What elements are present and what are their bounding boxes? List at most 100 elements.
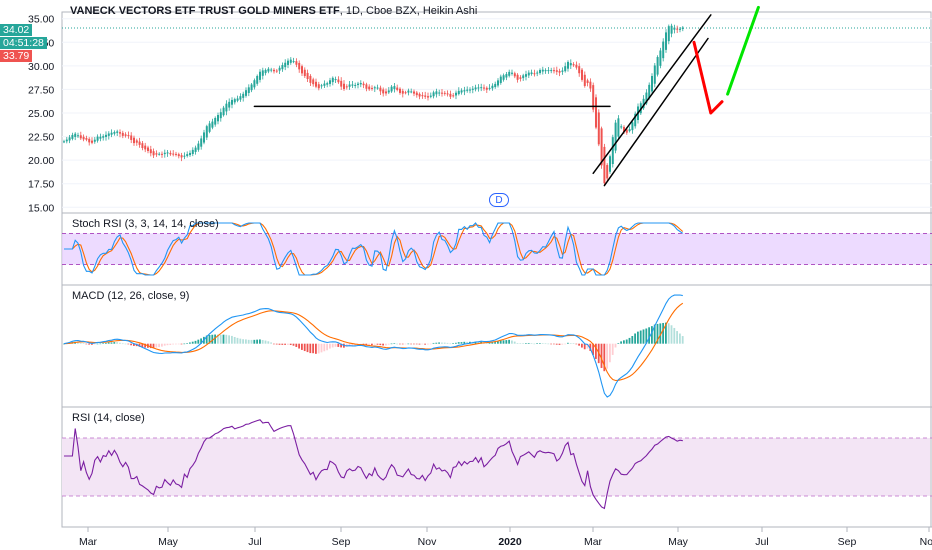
- stoch-d-line: [64, 222, 684, 276]
- macd-bar: [334, 343, 337, 347]
- candle-body: [357, 83, 359, 86]
- macd-bar: [673, 327, 676, 344]
- macd-bar: [679, 333, 681, 344]
- macd-bar: [569, 343, 572, 344]
- macd-bar: [312, 343, 314, 354]
- macd-label[interactable]: MACD (12, 26, close, 9): [72, 290, 190, 302]
- candle-body: [329, 80, 331, 84]
- time-tick-label: Jul: [755, 536, 768, 548]
- macd-bar: [614, 343, 617, 348]
- macd-bar: [502, 340, 505, 344]
- candle-body: [586, 80, 589, 83]
- time-tick-label: Mar: [79, 536, 98, 548]
- macd-bar: [130, 343, 132, 346]
- macd-bar: [667, 323, 670, 344]
- macd-bar: [435, 342, 438, 344]
- candle-body: [525, 74, 527, 77]
- macd-bar: [169, 343, 172, 345]
- macd-bar: [256, 339, 258, 344]
- macd-bar: [85, 343, 88, 345]
- macd-bar: [539, 343, 541, 344]
- macd-bar: [648, 327, 650, 344]
- macd-bar: [446, 342, 449, 344]
- macd-bar: [191, 341, 194, 344]
- candle-body: [93, 139, 96, 142]
- macd-bar: [323, 343, 326, 352]
- macd-bar: [527, 342, 530, 344]
- macd-bar: [513, 341, 516, 344]
- macd-bar: [399, 343, 401, 345]
- channel-lower-line: [603, 37, 709, 187]
- candle-body: [239, 96, 242, 100]
- candle-body: [455, 92, 457, 96]
- chart-title: VANECK VECTORS ETF TRUST GOLD MINERS ETF…: [70, 5, 477, 17]
- macd-bar: [217, 334, 219, 344]
- macd-bar: [303, 343, 306, 352]
- candle-body: [413, 91, 415, 94]
- candle-body: [208, 123, 211, 132]
- macd-bar: [505, 340, 508, 344]
- candle-body: [407, 90, 410, 93]
- macd-bar: [337, 343, 340, 347]
- macd-bar: [659, 323, 662, 344]
- macd-bar: [158, 343, 160, 348]
- candle-body: [651, 76, 653, 92]
- candle-body: [102, 136, 105, 138]
- candle-body: [480, 87, 483, 89]
- candle-body: [85, 138, 88, 140]
- candle-body: [130, 135, 133, 140]
- candle-body: [211, 121, 214, 128]
- candle-body: [323, 83, 326, 86]
- macd-bar: [656, 323, 659, 344]
- candle-body: [110, 132, 113, 135]
- macd-bar: [488, 342, 491, 344]
- candle-body: [438, 92, 441, 94]
- macd-bar: [623, 340, 625, 344]
- candle-body: [326, 83, 329, 85]
- macd-bar: [329, 343, 331, 349]
- candle-body: [474, 87, 477, 90]
- macd-bar: [298, 343, 300, 349]
- macd-bar: [102, 343, 104, 344]
- candle-body: [368, 86, 371, 90]
- candle-body: [662, 41, 665, 59]
- macd-bar: [281, 343, 284, 345]
- candle-body: [558, 71, 561, 73]
- macd-bar: [452, 343, 454, 344]
- macd-bar: [317, 343, 320, 354]
- rsi-label[interactable]: RSI (14, close): [72, 412, 145, 424]
- macd-bar: [177, 343, 180, 345]
- candles: [63, 23, 684, 185]
- candle-body: [485, 87, 488, 90]
- macd-bar: [550, 343, 552, 345]
- candle-body: [466, 89, 469, 91]
- candle-body: [623, 126, 625, 133]
- time-tick-label: Sep: [838, 536, 857, 548]
- macd-bar: [77, 342, 79, 344]
- macd-bar: [634, 333, 636, 344]
- candle-body: [390, 86, 393, 92]
- candle-body: [539, 69, 541, 74]
- candle-body: [242, 93, 245, 98]
- candle-body: [359, 82, 362, 85]
- macd-bar: [533, 343, 536, 345]
- candle-body: [667, 26, 670, 42]
- macd-bar: [522, 343, 524, 344]
- candle-body: [306, 72, 309, 80]
- candle-body: [247, 87, 250, 94]
- candle-body: [225, 103, 228, 112]
- candle-body: [149, 149, 152, 154]
- candle-body: [642, 98, 645, 109]
- dividend-marker[interactable]: D: [489, 193, 509, 207]
- macd-bar: [116, 342, 118, 344]
- candle-body: [429, 95, 432, 97]
- macd-bar: [270, 342, 272, 344]
- candle-body: [673, 27, 676, 30]
- price-tick-label: 35.00: [28, 14, 54, 26]
- macd-bar: [264, 340, 267, 344]
- candle-body: [645, 92, 648, 104]
- candle-body: [158, 153, 161, 155]
- macd-bar: [239, 338, 242, 344]
- stoch-rsi-label[interactable]: Stoch RSI (3, 3, 14, 14, close): [72, 218, 219, 230]
- candle-body: [96, 136, 99, 141]
